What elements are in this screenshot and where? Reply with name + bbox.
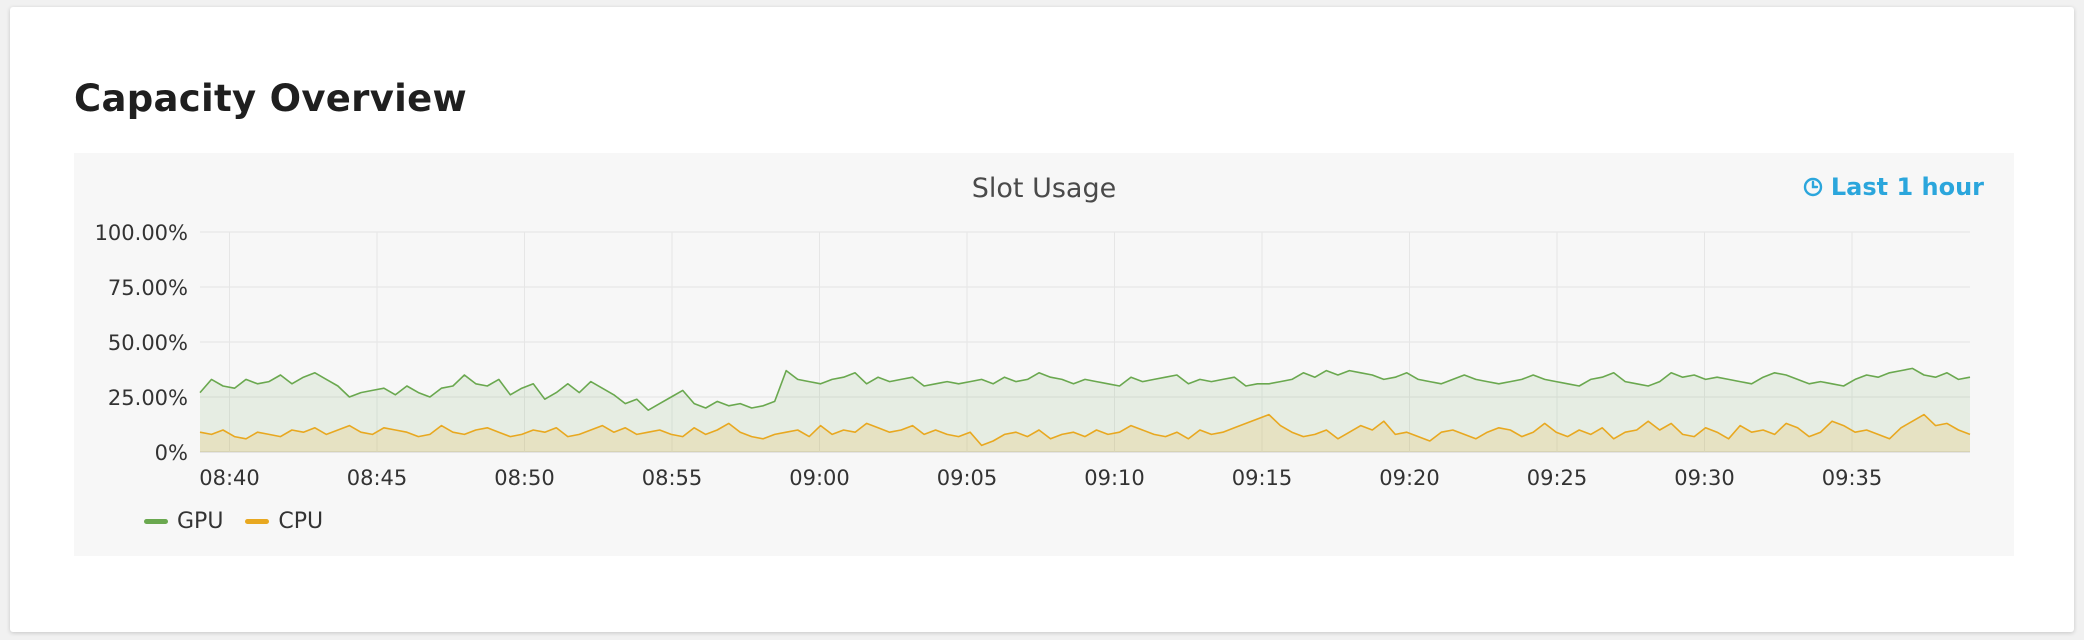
time-range-link[interactable]: Last 1 hour (1803, 173, 1984, 201)
page-title: Capacity Overview (74, 77, 467, 120)
legend-label-gpu: GPU (177, 509, 224, 534)
series-line-cpu (199, 413, 1971, 447)
x-tick-label: 09:20 (1379, 466, 1440, 490)
x-tick-label: 08:40 (199, 466, 260, 490)
legend-label-cpu: CPU (278, 509, 324, 534)
time-range-label: Last 1 hour (1830, 173, 1984, 201)
x-tick-label: 09:00 (789, 466, 850, 490)
clock-icon (1803, 177, 1823, 197)
x-tick-label: 09:05 (937, 466, 998, 490)
slot-usage-panel: 0% 25.00% 50.00% 75.00% 100.00% 08:40 08:45 08:… (74, 153, 2014, 556)
x-tick-label: 08:50 (494, 466, 555, 490)
x-tick-label: 08:45 (347, 466, 408, 490)
y-tick-label: 50.00% (108, 331, 188, 355)
legend-swatch-gpu (144, 519, 168, 524)
series-line-gpu (199, 367, 1971, 411)
series-area-cpu (200, 414, 1970, 452)
chart-legend: GPU CPU (144, 509, 323, 534)
x-tick-label: 09:25 (1527, 466, 1588, 490)
x-tick-label: 09:15 (1232, 466, 1293, 490)
slot-usage-chart: 0% 25.00% 50.00% 75.00% 100.00% 08:40 08:45 08:… (95, 221, 1971, 490)
legend-item-gpu[interactable]: GPU (144, 509, 223, 534)
capacity-card: Capacity Overview 0% 25.00% 50.00% 75.00% 10… (10, 7, 2074, 632)
legend-swatch-cpu (245, 519, 270, 524)
y-tick-label: 25.00% (108, 386, 188, 410)
x-tick-label: 09:10 (1084, 466, 1145, 490)
legend-item-cpu[interactable]: CPU (245, 509, 323, 534)
y-tick-label: 75.00% (108, 276, 188, 300)
y-tick-label: 100.00% (95, 221, 188, 245)
x-tick-label: 09:30 (1674, 466, 1735, 490)
chart-title: Slot Usage (971, 173, 1117, 204)
y-tick-label: 0% (155, 441, 188, 465)
x-tick-label: 09:35 (1822, 466, 1883, 490)
series-area-gpu (200, 368, 1970, 452)
x-tick-label: 08:55 (642, 466, 703, 490)
